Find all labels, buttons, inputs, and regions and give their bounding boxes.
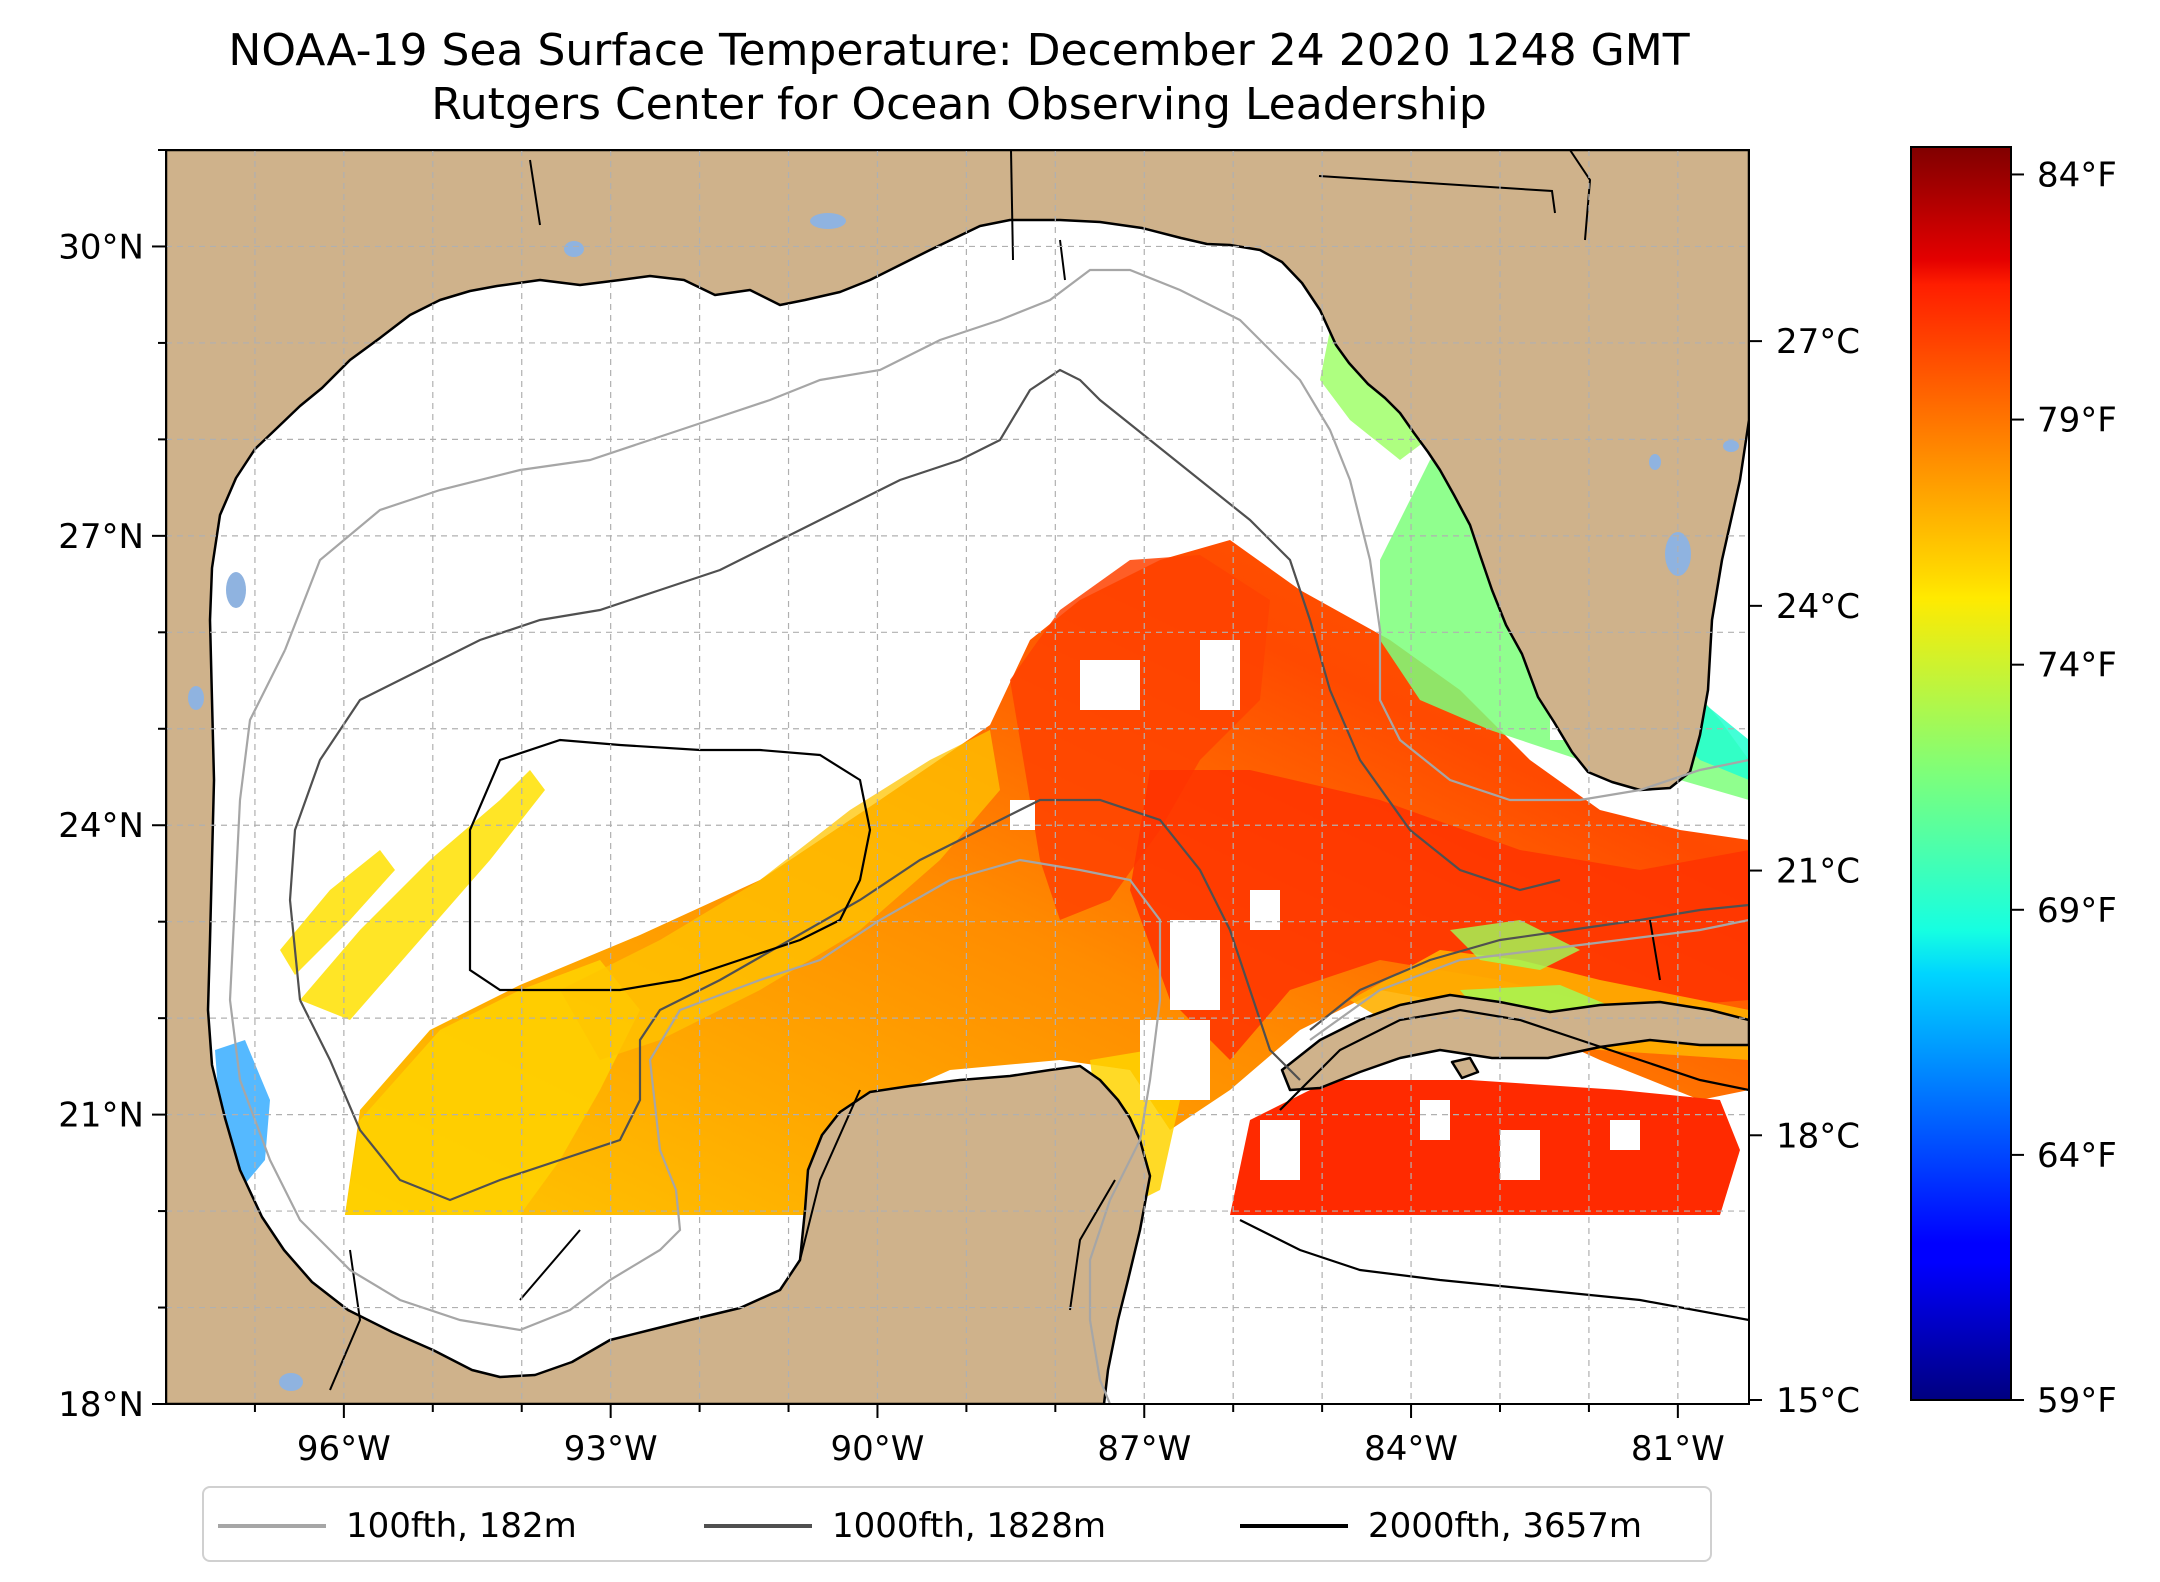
lon-axis: 96°W 93°W 90°W 87°W 84°W 81°W [253,1404,1725,1469]
land-isla-juventud [1450,1056,1480,1080]
sst-yellow-west [345,960,640,1215]
celsius-tick-label: 15°C [1776,1381,1860,1421]
sst-campeche-blue [215,1040,270,1190]
colorbar-gradient [1910,146,2012,1401]
legend-item-2000fth: 2000fth, 3657m [1240,1504,1642,1548]
celsius-tick-label: 24°C [1776,587,1860,627]
legend-label-100fth: 100fth, 182m [346,1506,577,1546]
land-north-america [166,150,1749,1404]
isobath-2000fth [468,738,1749,1322]
chart-subtitle: Rutgers Center for Ocean Observing Leade… [431,79,1487,130]
lat-tick-label: 30°N [58,227,144,267]
lon-tick-label: 84°W [1364,1429,1458,1469]
sst-yellow-bands-nw [280,770,545,1020]
legend-line-swatch [218,1524,326,1528]
fahrenheit-tick-label: 59°F [2037,1381,2117,1421]
sst-green-strip [1450,920,1620,1025]
legend-item-100fth: 100fth, 182m [218,1504,577,1548]
colorbar [1910,146,2012,1401]
lat-tick-label: 18°N [58,1385,144,1425]
lon-tick-label: 81°W [1631,1429,1725,1469]
isobath-1000fth [288,368,1749,1202]
legend: 100fth, 182m 1000fth, 1828m 2000fth, 365… [202,1486,1712,1562]
lon-tick-label: 87°W [1097,1429,1191,1469]
gridlines [166,150,1749,1404]
lat-axis: 30°N 27°N 24°N 21°N 18°N [58,149,166,1425]
map-panel [166,150,1749,1404]
fahrenheit-tick-label: 69°F [2037,891,2117,931]
borders [329,150,1661,1391]
celsius-tick-label: 27°C [1776,322,1860,362]
sst-red-south [1230,1080,1740,1215]
map-frame [165,149,1750,1405]
legend-item-1000fth: 1000fth, 1828m [704,1504,1106,1548]
fahrenheit-tick-label: 79°F [2037,401,2117,441]
isobath-100fth [228,268,1749,1404]
lon-tick-label: 96°W [297,1429,391,1469]
lon-tick-label: 93°W [564,1429,658,1469]
lat-tick-label: 21°N [58,1096,144,1136]
fahrenheit-tick-label: 74°F [2037,646,2117,686]
celsius-tick-label: 18°C [1776,1116,1860,1156]
lon-tick-label: 90°W [831,1429,925,1469]
cloud-gaps [1010,640,1640,1180]
lat-tick-label: 27°N [58,517,144,557]
legend-label-1000fth: 1000fth, 1828m [832,1506,1107,1546]
legend-label-2000fth: 2000fth, 3657m [1368,1506,1643,1546]
celsius-tick-label: 21°C [1776,852,1860,892]
legend-line-swatch [704,1524,812,1528]
sst-yellow-band [560,730,1000,1060]
inland-water [188,213,1739,1391]
colorbar-fahrenheit-axis: 84°F 79°F 74°F 69°F 64°F 59°F [2011,155,2117,1421]
colorbar-celsius-axis: 27°C 24°C 21°C 18°C 15°C [1749,322,1860,1421]
lat-tick-label: 24°N [58,806,144,846]
fahrenheit-tick-label: 84°F [2037,155,2117,195]
fahrenheit-tick-label: 64°F [2037,1136,2117,1176]
legend-line-swatch [1240,1524,1348,1528]
chart-title: NOAA-19 Sea Surface Temperature: Decembe… [228,25,1690,76]
